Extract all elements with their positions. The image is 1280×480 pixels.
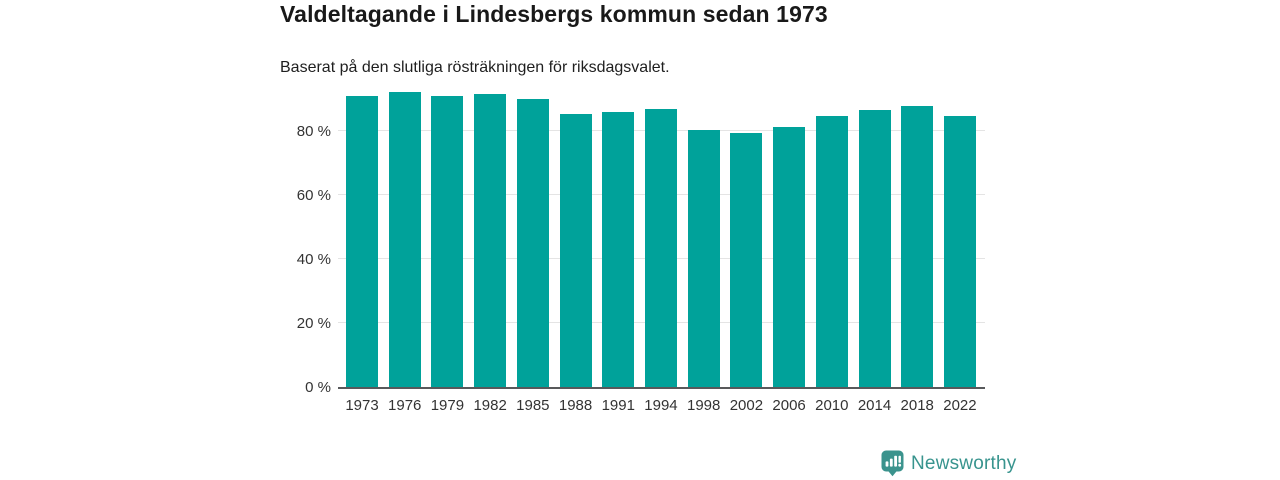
x-tick-label-2018: 2018 <box>900 397 934 414</box>
bar-1991 <box>602 112 635 387</box>
x-tick-label-2014: 2014 <box>857 397 892 414</box>
bar-1979 <box>431 96 464 387</box>
y-tick-label-0: 0 % <box>305 379 331 396</box>
y-tick-label-20: 20 % <box>296 315 331 332</box>
x-tick-label-1994: 1994 <box>644 397 678 414</box>
bar-1985 <box>516 99 549 387</box>
plot-area: 1973 1976 1979 1982 1985 1988 1991 1994 1998 2002… <box>338 92 985 414</box>
bar-1973 <box>346 96 378 387</box>
bar-2006 <box>773 127 806 387</box>
x-tick-label-1979: 1979 <box>430 397 465 414</box>
newsworthy-logo-text: Newsworthy <box>911 452 1017 474</box>
bar-2010 <box>815 116 848 387</box>
x-tick-label-2002: 2002 <box>729 397 764 414</box>
x-tick-label-1973: 1973 <box>345 397 379 414</box>
bar-2014 <box>858 110 891 387</box>
x-tick-label-1991: 1991 <box>601 397 635 414</box>
chart-subtitle: Baserat på den slutliga rösträkningen fö… <box>280 59 670 76</box>
newsworthy-logo[interactable]: Newsworthy <box>881 450 1016 477</box>
x-tick-label-1976: 1976 <box>388 397 422 414</box>
y-tick-label-80: 80 % <box>296 123 331 140</box>
x-tick-label-1998: 1998 <box>686 397 721 414</box>
y-axis: 0 % 20 % 40 % 60 % 80 % <box>250 93 331 396</box>
x-tick-label-1982: 1982 <box>473 397 507 414</box>
bar-1988 <box>559 114 592 387</box>
bar-2018 <box>901 106 934 387</box>
y-tick-label-60: 60 % <box>296 187 331 204</box>
x-tick-label-2022: 2022 <box>943 397 977 414</box>
bar-1994 <box>644 109 677 387</box>
newsworthy-logo-icon <box>881 450 904 477</box>
chart-title: Valdeltagande i Lindesbergs kommun sedan… <box>280 1 828 27</box>
bar-1976 <box>388 92 421 387</box>
bar-2022 <box>943 116 976 387</box>
bar-1982 <box>474 94 507 387</box>
x-tick-label-2006: 2006 <box>772 397 806 414</box>
bar-2002 <box>730 133 763 387</box>
bar-1998 <box>687 130 720 387</box>
x-tick-label-1988: 1988 <box>558 397 593 414</box>
x-tick-label-2010: 2010 <box>815 397 849 414</box>
x-tick-label-1985: 1985 <box>516 397 550 414</box>
y-tick-label-40: 40 % <box>296 251 331 268</box>
